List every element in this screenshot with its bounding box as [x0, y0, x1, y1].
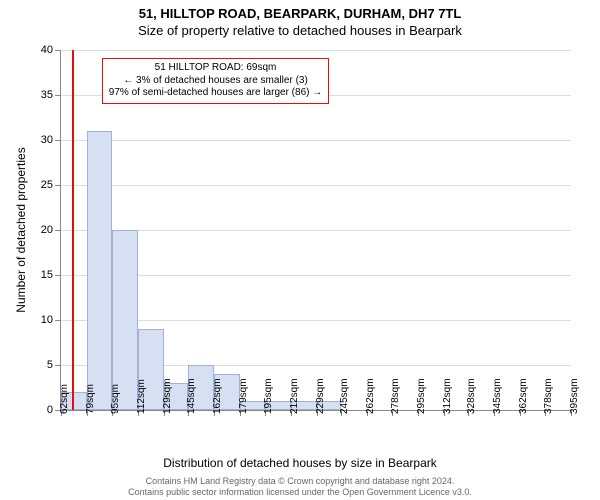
- footer-line-1: Contains HM Land Registry data © Crown c…: [0, 476, 600, 487]
- x-tick-label: 229sqm: [315, 378, 326, 414]
- y-tick: [55, 95, 61, 96]
- y-tick-label: 0: [47, 404, 53, 416]
- x-tick-label: 312sqm: [442, 378, 453, 414]
- gridline: [61, 140, 571, 141]
- x-tick-label: 129sqm: [162, 378, 173, 414]
- y-tick-label: 15: [41, 269, 53, 281]
- y-tick-label: 5: [47, 359, 53, 371]
- marker-line: [72, 50, 74, 410]
- chart-plot-area: 051015202530354062sqm79sqm95sqm112sqm129…: [60, 50, 571, 411]
- y-axis-title: Number of detached properties: [14, 147, 28, 312]
- x-tick-label: 195sqm: [263, 378, 274, 414]
- x-tick-label: 162sqm: [212, 378, 223, 414]
- x-tick-label: 112sqm: [136, 379, 147, 414]
- y-tick: [55, 50, 61, 51]
- y-tick-label: 25: [41, 179, 53, 191]
- x-tick-label: 245sqm: [339, 378, 350, 414]
- y-tick: [55, 185, 61, 186]
- y-tick-label: 10: [41, 314, 53, 326]
- x-tick-label: 262sqm: [365, 378, 376, 414]
- x-tick-label: 345sqm: [492, 378, 503, 414]
- chart-footer: Contains HM Land Registry data © Crown c…: [0, 476, 600, 498]
- y-tick-label: 35: [41, 89, 53, 101]
- annotation-line: 97% of semi-detached houses are larger (…: [109, 87, 322, 100]
- x-tick-label: 278sqm: [390, 378, 401, 414]
- x-tick-label: 362sqm: [518, 378, 529, 414]
- x-tick-label: 179sqm: [238, 378, 249, 414]
- y-tick: [55, 275, 61, 276]
- y-tick: [55, 365, 61, 366]
- x-tick-label: 378sqm: [543, 378, 554, 414]
- y-tick: [55, 230, 61, 231]
- gridline: [61, 50, 571, 51]
- x-tick-label: 328sqm: [466, 378, 477, 414]
- x-tick-label: 95sqm: [110, 384, 121, 414]
- y-tick-label: 30: [41, 134, 53, 146]
- chart-title-main: 51, HILLTOP ROAD, BEARPARK, DURHAM, DH7 …: [0, 0, 600, 21]
- gridline: [61, 185, 571, 186]
- x-tick-label: 395sqm: [569, 378, 580, 414]
- annotation-box: 51 HILLTOP ROAD: 69sqm← 3% of detached h…: [102, 58, 329, 104]
- x-axis-title: Distribution of detached houses by size …: [0, 456, 600, 470]
- x-tick-label: 212sqm: [289, 378, 300, 414]
- y-tick-label: 40: [41, 44, 53, 56]
- x-tick-label: 145sqm: [186, 378, 197, 414]
- histogram-bar: [87, 131, 112, 410]
- x-tick-label: 295sqm: [416, 378, 427, 414]
- chart-title-sub: Size of property relative to detached ho…: [0, 21, 600, 38]
- y-tick: [55, 320, 61, 321]
- y-tick: [55, 140, 61, 141]
- x-tick-label: 62sqm: [59, 384, 70, 414]
- x-tick-label: 79sqm: [85, 384, 96, 414]
- y-tick-label: 20: [41, 224, 53, 236]
- footer-line-2: Contains public sector information licen…: [0, 487, 600, 498]
- annotation-line: 51 HILLTOP ROAD: 69sqm: [109, 62, 322, 75]
- annotation-line: ← 3% of detached houses are smaller (3): [109, 75, 322, 88]
